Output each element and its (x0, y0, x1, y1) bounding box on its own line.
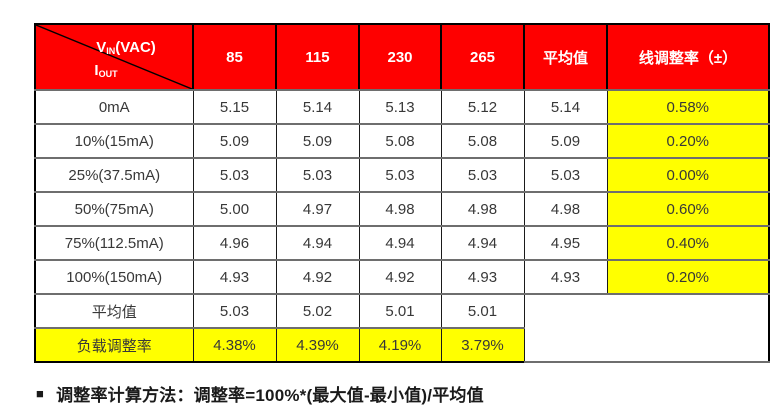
column-header-115: 115 (275, 23, 360, 91)
load-regulation-cell: 4.19% (358, 327, 442, 363)
corner-vin-label: VIN(VAC) (96, 39, 156, 56)
value-cell: 5.12 (440, 89, 525, 125)
load-regulation-cell: 4.38% (192, 327, 277, 363)
row-label: 50%(75mA) (34, 191, 194, 227)
value-cell: 5.15 (192, 89, 277, 125)
table-row: 25%(37.5mA) 5.03 5.03 5.03 5.03 5.03 0.0… (34, 157, 770, 193)
load-regulation-cell: 3.79% (440, 327, 525, 363)
table-row: 0mA 5.15 5.14 5.13 5.12 5.14 0.58% (34, 89, 770, 125)
value-cell: 5.01 (358, 293, 442, 329)
average-cell: 4.93 (523, 259, 608, 295)
average-cell: 4.95 (523, 225, 608, 261)
corner-iout-label: IOUT (94, 62, 118, 79)
value-cell: 4.92 (358, 259, 442, 295)
column-header-line-regulation: 线调整率（±） (606, 23, 770, 91)
value-cell: 5.00 (192, 191, 277, 227)
average-cell: 5.03 (523, 157, 608, 193)
row-label: 75%(112.5mA) (34, 225, 194, 261)
column-header-average: 平均值 (523, 23, 608, 91)
table-row: 50%(75mA) 5.00 4.97 4.98 4.98 4.98 0.60% (34, 191, 770, 227)
row-label: 平均值 (34, 293, 194, 329)
table-row: 100%(150mA) 4.93 4.92 4.92 4.93 4.93 0.2… (34, 259, 770, 295)
load-regulation-cell: 4.39% (275, 327, 360, 363)
corner-header: VIN(VAC) IOUT (34, 23, 194, 91)
average-cell: 5.09 (523, 123, 608, 159)
table-row: 10%(15mA) 5.09 5.09 5.08 5.08 5.09 0.20% (34, 123, 770, 159)
value-cell: 5.03 (358, 157, 442, 193)
value-cell: 5.13 (358, 89, 442, 125)
row-label: 25%(37.5mA) (34, 157, 194, 193)
column-header-230: 230 (358, 23, 442, 91)
average-cell: 4.98 (523, 191, 608, 227)
value-cell: 5.03 (192, 293, 277, 329)
row-label: 0mA (34, 89, 194, 125)
line-regulation-cell: 0.20% (606, 259, 770, 295)
row-label: 负载调整率 (34, 327, 194, 363)
line-regulation-cell: 0.20% (606, 123, 770, 159)
value-cell: 4.98 (358, 191, 442, 227)
note-text: 调整率计算方法：调整率=100%*(最大值-最小值)/平均值 (56, 386, 484, 405)
line-load-regulation-table: VIN(VAC) IOUT 85 115 230 265 平均值 线调整率（±）… (34, 23, 770, 363)
row-label: 10%(15mA) (34, 123, 194, 159)
value-cell: 4.97 (275, 191, 360, 227)
value-cell: 4.98 (440, 191, 525, 227)
column-header-85: 85 (192, 23, 277, 91)
line-regulation-cell: 0.60% (606, 191, 770, 227)
value-cell: 5.08 (358, 123, 442, 159)
header-row: VIN(VAC) IOUT 85 115 230 265 平均值 线调整率（±） (34, 23, 770, 91)
value-cell: 4.94 (440, 225, 525, 261)
value-cell: 5.03 (275, 157, 360, 193)
average-cell: 5.14 (523, 89, 608, 125)
line-regulation-cell: 0.00% (606, 157, 770, 193)
value-cell: 4.93 (192, 259, 277, 295)
table-row: 75%(112.5mA) 4.96 4.94 4.94 4.94 4.95 0.… (34, 225, 770, 261)
value-cell: 4.92 (275, 259, 360, 295)
value-cell: 5.14 (275, 89, 360, 125)
value-cell: 5.09 (192, 123, 277, 159)
value-cell: 5.01 (440, 293, 525, 329)
value-cell: 5.02 (275, 293, 360, 329)
row-label: 100%(150mA) (34, 259, 194, 295)
value-cell: 4.93 (440, 259, 525, 295)
load-regulation-row: 负载调整率 4.38% 4.39% 4.19% 3.79% (34, 327, 769, 363)
value-cell: 4.94 (275, 225, 360, 261)
note: ■ 调整率计算方法：调整率=100%*(最大值-最小值)/平均值 (36, 381, 484, 406)
column-header-265: 265 (440, 23, 525, 91)
line-regulation-cell: 0.40% (606, 225, 770, 261)
value-cell: 5.09 (275, 123, 360, 159)
value-cell: 5.03 (440, 157, 525, 193)
line-regulation-cell: 0.58% (606, 89, 770, 125)
value-cell: 5.08 (440, 123, 525, 159)
empty-merged-cell (523, 293, 770, 363)
value-cell: 4.94 (358, 225, 442, 261)
diagonal-line (36, 25, 192, 89)
square-bullet-icon: ■ (36, 386, 45, 401)
value-cell: 5.03 (192, 157, 277, 193)
value-cell: 4.96 (192, 225, 277, 261)
average-row: 平均值 5.03 5.02 5.01 5.01 (34, 293, 770, 363)
